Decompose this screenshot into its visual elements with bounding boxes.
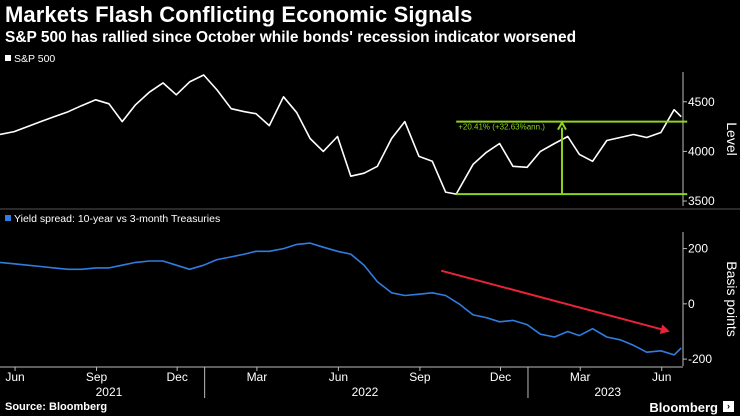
brand-logo: Bloomberg bbox=[649, 400, 718, 415]
spx-y-label: Level bbox=[724, 122, 740, 155]
chart-title: Markets Flash Conflicting Economic Signa… bbox=[5, 2, 473, 27]
spx-series-line bbox=[0, 74, 682, 195]
yield-y-tick-label: 200 bbox=[688, 242, 708, 256]
yield-legend-swatch bbox=[5, 215, 11, 221]
x-tick-label: Jun bbox=[5, 370, 24, 384]
spx-legend-label: S&P 500 bbox=[14, 53, 55, 65]
year-label: 2023 bbox=[594, 385, 621, 399]
x-tick-label: Jun bbox=[329, 370, 348, 384]
x-tick-label: Sep bbox=[409, 370, 431, 384]
yield-y-tick-label: -200 bbox=[688, 352, 712, 366]
x-tick-label: Dec bbox=[490, 370, 511, 384]
year-label: 2022 bbox=[352, 385, 379, 399]
x-axis: Jun Sep Dec Mar Jun Sep Dec Mar Jun 2021 2022 2023 bbox=[0, 366, 683, 399]
yield-legend-label: Yield spread: 10-year vs 3-month Treasur… bbox=[14, 213, 220, 225]
spx-panel: 3500 4000 4500 Level S&P 500 +20.41% (+32.63%… bbox=[0, 53, 740, 210]
x-tick-label: Jun bbox=[652, 370, 671, 384]
yield-y-tick-label: 0 bbox=[688, 297, 695, 311]
trend-arrow-line bbox=[440, 269, 665, 331]
x-tick-label: Mar bbox=[570, 370, 591, 384]
x-tick-label: Mar bbox=[247, 370, 268, 384]
year-label: 2021 bbox=[96, 385, 123, 399]
spx-y-tick-label: 3500 bbox=[688, 194, 715, 208]
spx-legend-swatch bbox=[5, 55, 11, 61]
spx-y-tick-label: 4000 bbox=[688, 144, 715, 158]
spx-y-tick-label: 4500 bbox=[688, 95, 715, 109]
yield-panel: -200 0 200 Basis points Yield spread: 10-yea… bbox=[0, 213, 740, 366]
annotation-arrow-head bbox=[557, 120, 567, 131]
terminal-icon: › bbox=[723, 401, 734, 412]
yield-y-label: Basis points bbox=[724, 261, 740, 336]
trend-arrow-head bbox=[659, 324, 670, 334]
chart-subtitle: S&P 500 has rallied since October while … bbox=[5, 29, 577, 46]
x-tick-label: Dec bbox=[167, 370, 188, 384]
annotation-label: +20.41% (+32.63%ann.) bbox=[458, 123, 545, 132]
source-note: Source: Bloomberg bbox=[5, 401, 108, 413]
x-tick-label: Sep bbox=[86, 370, 108, 384]
yield-series-line bbox=[0, 242, 682, 356]
